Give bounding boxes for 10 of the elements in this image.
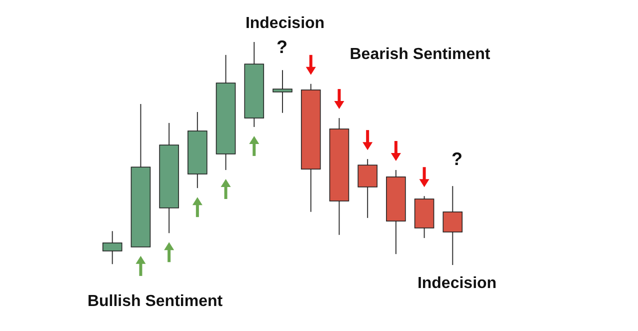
candlestick (272, 70, 292, 114)
text: Bullish Sentiment (87, 293, 224, 310)
candlestick (102, 230, 122, 265)
text: Indecision (417, 275, 497, 292)
candlestick (442, 186, 463, 266)
text: Indecision (245, 15, 325, 32)
annotation: Bearish Sentiment (350, 46, 491, 63)
annotation: ? (452, 149, 462, 169)
annotation: ? (276, 37, 288, 57)
candlestick (358, 158, 378, 218)
